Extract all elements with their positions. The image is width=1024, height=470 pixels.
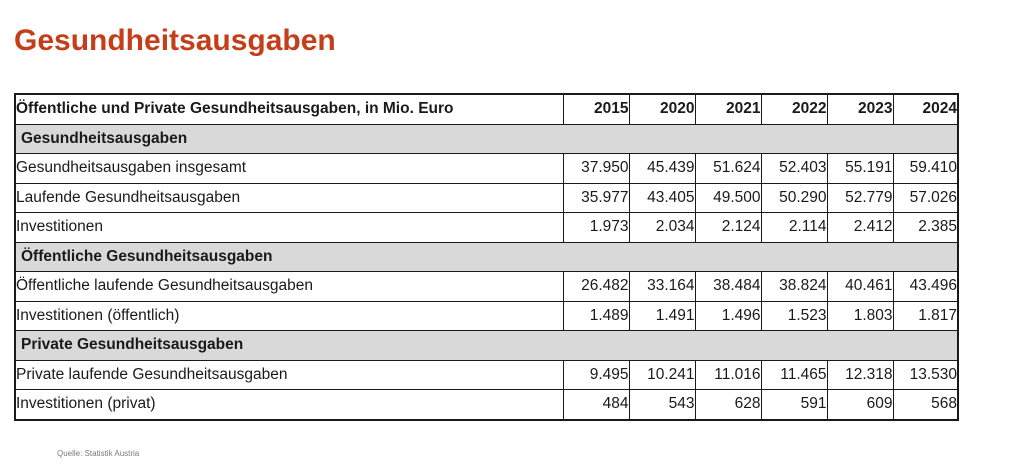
year-header-2015: 2015 xyxy=(562,93,630,125)
value-cell: 55.191 xyxy=(826,153,894,184)
page-title: Gesundheitsausgaben xyxy=(14,24,336,58)
section-title: Öffentliche Gesundheitsausgaben xyxy=(14,241,959,272)
row-label: Investitionen (privat) xyxy=(14,389,564,420)
value-cell: 12.318 xyxy=(826,359,894,390)
value-cell: 484 xyxy=(562,389,630,420)
value-cell: 59.410 xyxy=(892,153,959,184)
value-cell: 2.385 xyxy=(892,212,959,243)
value-cell: 43.496 xyxy=(892,271,959,302)
table-row: Investitionen (privat) 484 543 628 591 6… xyxy=(14,389,959,420)
year-header-2020: 2020 xyxy=(628,93,696,125)
row-label: Investitionen xyxy=(14,212,564,243)
value-cell: 591 xyxy=(760,389,828,420)
value-cell: 11.016 xyxy=(694,359,762,390)
section-row-gesundheitsausgaben: Gesundheitsausgaben xyxy=(14,123,959,154)
year-header-2021: 2021 xyxy=(694,93,762,125)
value-cell: 2.124 xyxy=(694,212,762,243)
value-cell: 40.461 xyxy=(826,271,894,302)
value-cell: 1.489 xyxy=(562,300,630,331)
value-cell: 11.465 xyxy=(760,359,828,390)
value-cell: 35.977 xyxy=(562,182,630,213)
value-cell: 9.495 xyxy=(562,359,630,390)
value-cell: 1.496 xyxy=(694,300,762,331)
value-cell: 1.817 xyxy=(892,300,959,331)
table-title-cell: Öffentliche und Private Gesundheitsausga… xyxy=(14,93,564,125)
expenditure-table: Öffentliche und Private Gesundheitsausga… xyxy=(14,93,959,421)
value-cell: 10.241 xyxy=(628,359,696,390)
value-cell: 57.026 xyxy=(892,182,959,213)
row-label: Öffentliche laufende Gesundheitsausgaben xyxy=(14,271,564,302)
value-cell: 543 xyxy=(628,389,696,420)
table-row: Private laufende Gesundheitsausgaben 9.4… xyxy=(14,359,959,390)
value-cell: 1.523 xyxy=(760,300,828,331)
value-cell: 609 xyxy=(826,389,894,420)
section-title: Private Gesundheitsausgaben xyxy=(14,330,959,361)
value-cell: 628 xyxy=(694,389,762,420)
row-label: Laufende Gesundheitsausgaben xyxy=(14,182,564,213)
value-cell: 37.950 xyxy=(562,153,630,184)
year-header-2022: 2022 xyxy=(760,93,828,125)
table-row: Öffentliche laufende Gesundheitsausgaben… xyxy=(14,271,959,302)
section-row-private: Private Gesundheitsausgaben xyxy=(14,330,959,361)
value-cell: 52.779 xyxy=(826,182,894,213)
value-cell: 38.484 xyxy=(694,271,762,302)
value-cell: 2.412 xyxy=(826,212,894,243)
source-note: Quelle: Statistik Austria xyxy=(57,449,140,458)
value-cell: 1.973 xyxy=(562,212,630,243)
value-cell: 38.824 xyxy=(760,271,828,302)
value-cell: 1.803 xyxy=(826,300,894,331)
table-row: Investitionen 1.973 2.034 2.124 2.114 2.… xyxy=(14,212,959,243)
row-label: Private laufende Gesundheitsausgaben xyxy=(14,359,564,390)
value-cell: 49.500 xyxy=(694,182,762,213)
value-cell: 1.491 xyxy=(628,300,696,331)
value-cell: 43.405 xyxy=(628,182,696,213)
value-cell: 33.164 xyxy=(628,271,696,302)
value-cell: 2.034 xyxy=(628,212,696,243)
table-row: Laufende Gesundheitsausgaben 35.977 43.4… xyxy=(14,182,959,213)
table-header-row: Öffentliche und Private Gesundheitsausga… xyxy=(14,93,959,125)
row-label: Gesundheitsausgaben insgesamt xyxy=(14,153,564,184)
value-cell: 51.624 xyxy=(694,153,762,184)
year-header-2024: 2024 xyxy=(892,93,959,125)
value-cell: 26.482 xyxy=(562,271,630,302)
section-row-oeffentliche: Öffentliche Gesundheitsausgaben xyxy=(14,241,959,272)
row-label: Investitionen (öffentlich) xyxy=(14,300,564,331)
value-cell: 52.403 xyxy=(760,153,828,184)
section-title: Gesundheitsausgaben xyxy=(14,123,959,154)
value-cell: 13.530 xyxy=(892,359,959,390)
table-row: Gesundheitsausgaben insgesamt 37.950 45.… xyxy=(14,153,959,184)
year-header-2023: 2023 xyxy=(826,93,894,125)
value-cell: 568 xyxy=(892,389,959,420)
table-row: Investitionen (öffentlich) 1.489 1.491 1… xyxy=(14,300,959,331)
value-cell: 2.114 xyxy=(760,212,828,243)
value-cell: 45.439 xyxy=(628,153,696,184)
value-cell: 50.290 xyxy=(760,182,828,213)
